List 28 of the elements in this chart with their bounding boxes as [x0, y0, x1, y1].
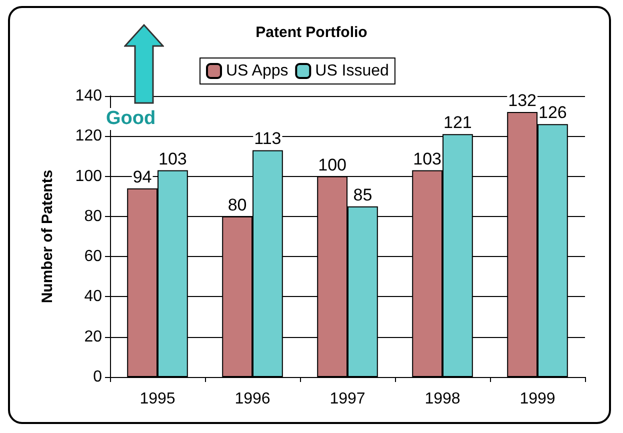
y-tick-label: 100: [75, 168, 102, 185]
legend-label: US Apps: [226, 62, 288, 80]
x-tick-label: 1998: [424, 390, 460, 408]
data-label: 94: [132, 167, 152, 186]
annotation: Good: [104, 108, 158, 130]
x-tick-label: 1997: [330, 390, 366, 408]
data-label: 85: [353, 185, 372, 204]
y-tick-label: 140: [75, 88, 102, 104]
chart-title: Patent Portfolio: [256, 24, 368, 41]
legend-label: US Issued: [315, 62, 389, 80]
y-axis-title: Number of Patents: [39, 170, 56, 304]
x-tick-label: 1999: [520, 390, 556, 408]
y-tick-label: 80: [84, 208, 102, 225]
y-tick-label: 0: [93, 368, 102, 386]
y-tick-label: 40: [84, 288, 102, 306]
y-tick-label: 20: [84, 328, 102, 346]
data-label: 103: [413, 149, 442, 168]
data-label: 103: [158, 149, 187, 168]
x-tick-label: 1995: [140, 390, 176, 408]
y-tick-label: 60: [84, 248, 102, 266]
x-tick-label: 1996: [234, 390, 270, 408]
data-label: 121: [444, 113, 472, 132]
data-label: 132: [508, 91, 536, 110]
data-label: 80: [228, 195, 247, 214]
data-label: 113: [254, 129, 282, 148]
y-tick-label: 120: [75, 128, 102, 145]
data-label: 126: [538, 103, 567, 122]
data-label: 100: [318, 155, 346, 174]
